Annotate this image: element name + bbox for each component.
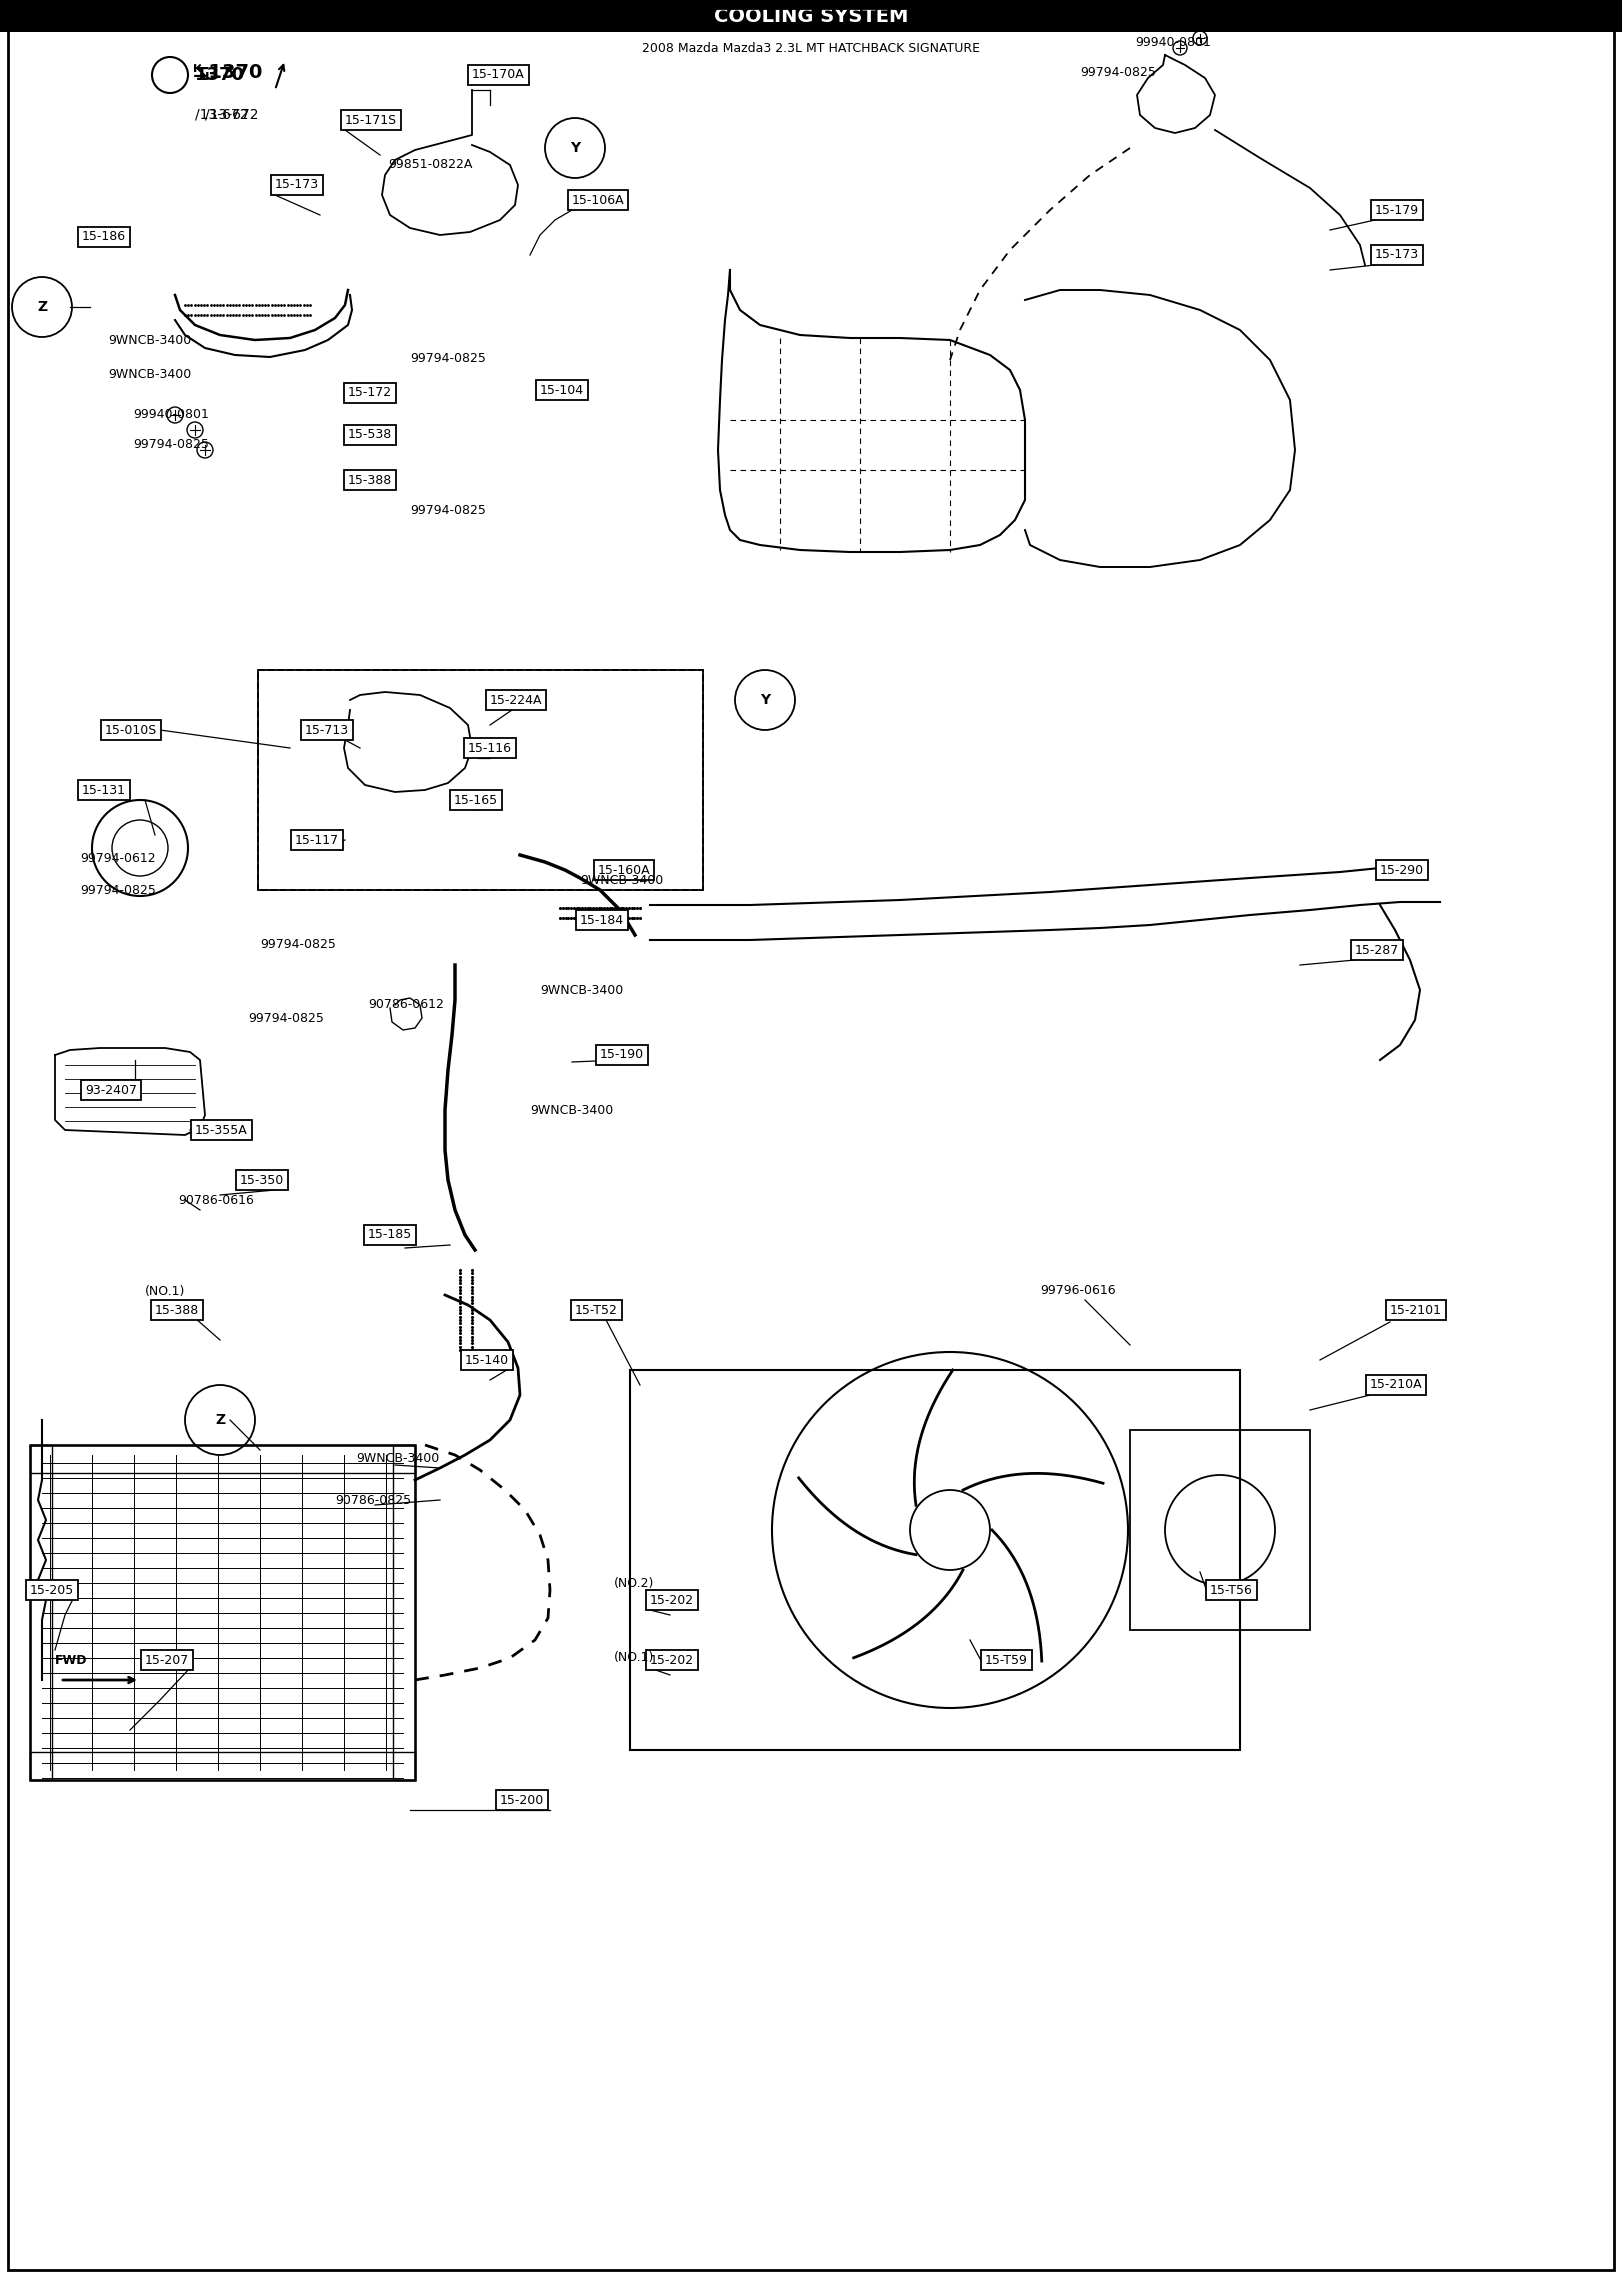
Text: 15-140: 15-140 — [466, 1353, 509, 1367]
Text: 9WNCB-3400: 9WNCB-3400 — [109, 369, 191, 380]
Text: 15-388: 15-388 — [349, 474, 393, 487]
Text: 99851-0822A: 99851-0822A — [388, 159, 472, 171]
Text: 15-290: 15-290 — [1380, 863, 1424, 877]
Text: 15-172: 15-172 — [349, 387, 393, 399]
Text: ↹1370: ↹1370 — [191, 62, 263, 82]
Text: 15-2101: 15-2101 — [1390, 1303, 1442, 1317]
Bar — [629, 1369, 1239, 1750]
Text: 15-179: 15-179 — [1375, 203, 1419, 216]
Bar — [1131, 1431, 1311, 1631]
Text: /13-672: /13-672 — [195, 107, 248, 123]
Text: 15-713: 15-713 — [305, 724, 349, 736]
Text: 15-131: 15-131 — [83, 784, 127, 797]
Text: (NO.1): (NO.1) — [144, 1285, 185, 1298]
Text: 15-207: 15-207 — [144, 1654, 190, 1667]
Text: 15-202: 15-202 — [650, 1595, 694, 1606]
Text: 15-224A: 15-224A — [490, 693, 542, 706]
Bar — [29, 1752, 415, 1779]
Text: 15-173: 15-173 — [276, 178, 320, 191]
Text: 99940-0801: 99940-0801 — [133, 408, 209, 421]
Text: 15-388: 15-388 — [156, 1303, 200, 1317]
Text: 15-106A: 15-106A — [573, 194, 624, 207]
Text: (NO.2): (NO.2) — [615, 1576, 654, 1590]
Text: FWD: FWD — [55, 1654, 88, 1667]
Text: 99794-0825: 99794-0825 — [79, 884, 156, 898]
Text: Z: Z — [216, 1412, 225, 1426]
Text: 15-538: 15-538 — [349, 428, 393, 442]
Text: 93-2407: 93-2407 — [84, 1084, 136, 1096]
Bar — [393, 1444, 415, 1779]
Bar — [29, 1444, 415, 1779]
Text: 15-173: 15-173 — [1375, 248, 1419, 262]
Bar — [258, 670, 702, 891]
Bar — [258, 670, 702, 891]
Text: 15-T52: 15-T52 — [576, 1303, 618, 1317]
Text: (NO.1): (NO.1) — [615, 1652, 654, 1665]
Text: 15-104: 15-104 — [540, 383, 584, 396]
Bar — [29, 1444, 415, 1474]
Text: 9WNCB-3400: 9WNCB-3400 — [355, 1451, 440, 1465]
Text: 9WNCB-3400: 9WNCB-3400 — [581, 872, 663, 886]
Text: 15-287: 15-287 — [1354, 943, 1400, 957]
Text: Y: Y — [761, 693, 770, 706]
Text: Y: Y — [569, 141, 581, 155]
Text: 1370: 1370 — [195, 66, 245, 84]
Text: 90786-0825: 90786-0825 — [336, 1494, 410, 1506]
Text: 15-190: 15-190 — [600, 1048, 644, 1062]
Text: 15-200: 15-200 — [500, 1793, 545, 1806]
Bar — [29, 1444, 52, 1779]
Text: 9WNCB-3400: 9WNCB-3400 — [109, 333, 191, 346]
Text: 15-010S: 15-010S — [105, 724, 157, 736]
Text: 15-171S: 15-171S — [345, 114, 397, 128]
Text: Z: Z — [37, 301, 47, 314]
Text: 15-205: 15-205 — [29, 1583, 75, 1597]
Text: 15-116: 15-116 — [469, 743, 513, 754]
Text: 15-170A: 15-170A — [472, 68, 526, 82]
Text: 99794-0825: 99794-0825 — [410, 351, 487, 364]
Text: 9WNCB-3400: 9WNCB-3400 — [540, 984, 623, 995]
Text: 9WNCB-3400: 9WNCB-3400 — [530, 1103, 613, 1116]
Bar — [0, 0, 1622, 32]
Text: 99794-0825: 99794-0825 — [248, 1011, 324, 1025]
Text: 15-184: 15-184 — [581, 913, 624, 927]
Text: 15-T56: 15-T56 — [1210, 1583, 1252, 1597]
Text: 99794-0825: 99794-0825 — [260, 939, 336, 952]
Text: 99796-0616: 99796-0616 — [1040, 1283, 1116, 1296]
Text: 99794-0612: 99794-0612 — [79, 852, 156, 863]
Text: /13-672: /13-672 — [204, 107, 258, 123]
Text: 90786-0612: 90786-0612 — [368, 998, 444, 1011]
Text: 15-210A: 15-210A — [1371, 1378, 1422, 1392]
Text: 99940-0801: 99940-0801 — [1135, 36, 1212, 48]
Text: 99794-0825: 99794-0825 — [410, 503, 487, 517]
Text: 15-185: 15-185 — [368, 1228, 412, 1242]
Text: 15-350: 15-350 — [240, 1173, 284, 1187]
Text: 15-186: 15-186 — [83, 230, 127, 244]
Text: 2008 Mazda Mazda3 2.3L MT HATCHBACK SIGNATURE: 2008 Mazda Mazda3 2.3L MT HATCHBACK SIGN… — [642, 41, 980, 55]
Text: 15-202: 15-202 — [650, 1654, 694, 1667]
Text: COOLING SYSTEM: COOLING SYSTEM — [714, 7, 908, 25]
Text: 90786-0616: 90786-0616 — [178, 1194, 255, 1207]
Text: 15-355A: 15-355A — [195, 1123, 248, 1137]
Text: 99794-0825: 99794-0825 — [133, 437, 209, 451]
Text: 15-160A: 15-160A — [599, 863, 650, 877]
Text: 15-165: 15-165 — [454, 793, 498, 806]
Text: 15-117: 15-117 — [295, 834, 339, 847]
Text: 15-T59: 15-T59 — [985, 1654, 1028, 1667]
Text: 99794-0825: 99794-0825 — [1080, 66, 1156, 77]
